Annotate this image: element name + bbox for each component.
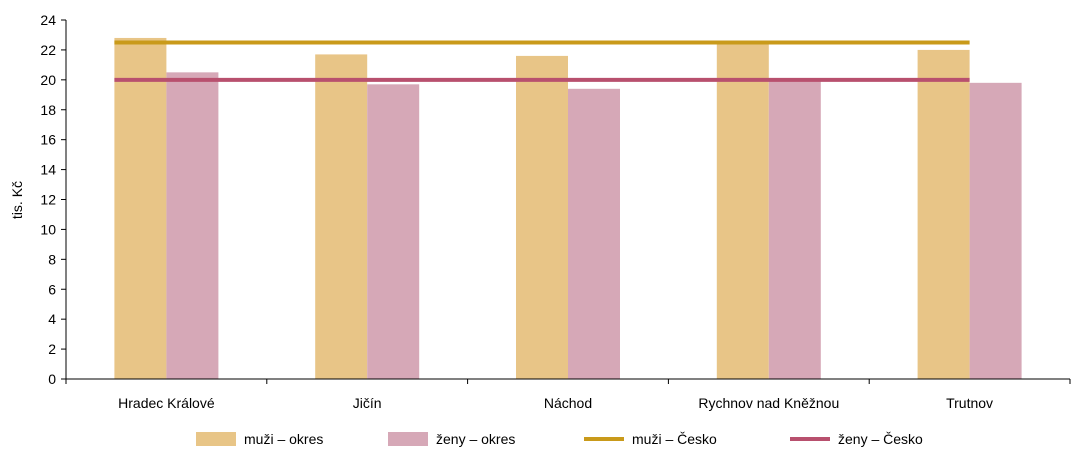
bar-zeny-okres-0 <box>166 72 219 380</box>
y-tick-label: 22 <box>40 42 56 58</box>
legend-label-2: muži – Česko <box>632 431 717 447</box>
y-tick-label: 0 <box>48 371 56 387</box>
legend-label-1: ženy – okres <box>436 431 515 447</box>
bar-zeny-okres-1 <box>367 84 420 379</box>
y-tick-label: 14 <box>40 162 56 178</box>
bars <box>114 37 1022 380</box>
bar-muzi-okres-4 <box>917 49 970 380</box>
legend: muži – okres ženy – okres muži – Česko ženy… <box>196 431 923 447</box>
bar-muzi-okres-1 <box>315 54 368 379</box>
y-tick-label: 18 <box>40 102 56 118</box>
bar-muzi-okres-0 <box>114 37 167 379</box>
bar-zeny-okres-2 <box>568 88 620 379</box>
axes <box>65 20 1071 384</box>
legend-label-0: muži – okres <box>244 431 323 447</box>
reference-lines <box>114 40 970 82</box>
y-axis-label: tis. Kč <box>9 181 25 219</box>
legend-swatch-1 <box>388 432 428 446</box>
x-category-label: Hradec Králové <box>118 395 215 411</box>
y-tick-label: 2 <box>48 341 56 357</box>
x-category-label: Jičín <box>353 395 382 411</box>
x-category-label: Náchod <box>544 395 592 411</box>
y-tick-label: 8 <box>48 251 56 267</box>
y-tick-label: 6 <box>48 281 56 297</box>
y-tick-label: 16 <box>40 132 56 148</box>
x-category-label: Rychnov nad Kněžnou <box>698 395 839 411</box>
legend-label-3: ženy – Česko <box>838 431 923 447</box>
y-tick-label: 12 <box>40 192 56 208</box>
y-tick-label: 20 <box>40 72 56 88</box>
x-category-label: Trutnov <box>946 395 993 411</box>
legend-swatch-0 <box>196 432 236 446</box>
y-tick-label: 4 <box>48 311 56 327</box>
y-tick-label: 10 <box>40 221 56 237</box>
bar-zeny-okres-3 <box>768 79 821 379</box>
bar-muzi-okres-3 <box>716 42 769 379</box>
bar-muzi-okres-2 <box>516 55 568 380</box>
y-tick-label: 24 <box>40 12 56 28</box>
bar-zeny-okres-4 <box>969 82 1022 379</box>
x-axis-labels: Hradec Králové Jičín Náchod Rychnov nad Kně… <box>118 395 993 411</box>
